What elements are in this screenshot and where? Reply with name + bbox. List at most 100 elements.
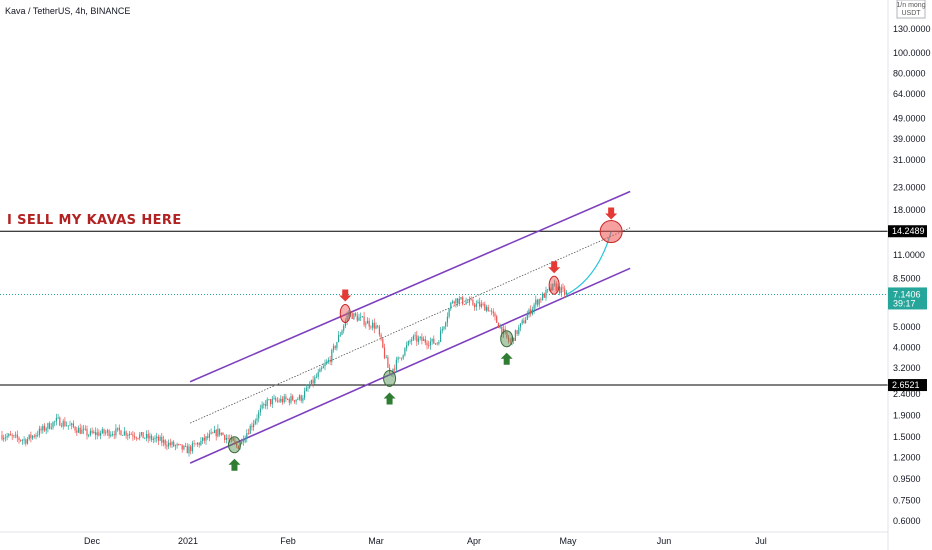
candle-body — [468, 299, 471, 303]
candle-body — [47, 423, 49, 429]
candle-body — [213, 430, 216, 433]
candle-body — [251, 425, 253, 428]
candle-body — [375, 325, 377, 329]
candle-body — [45, 428, 47, 431]
candle-body — [139, 434, 141, 439]
candle-body — [338, 335, 340, 343]
candle-body — [276, 400, 278, 402]
horizontal-levels — [0, 230, 888, 386]
candle-body — [431, 338, 433, 342]
candle-body — [266, 399, 268, 406]
candle-body — [477, 302, 479, 304]
x-tick-label: Mar — [368, 536, 384, 546]
candle-body — [142, 432, 144, 439]
candle-body — [145, 433, 148, 438]
candle-body — [553, 283, 556, 285]
candle-body — [487, 306, 489, 312]
candle-body — [202, 437, 204, 441]
candle-body — [334, 346, 336, 349]
candle-body — [332, 346, 335, 350]
candle-body — [198, 443, 200, 445]
scale-unit-box[interactable]: 1/n mong USDT — [896, 0, 926, 19]
candle-body — [525, 319, 527, 324]
candle-body — [166, 445, 168, 447]
candle-body — [414, 335, 416, 337]
candle-body — [33, 435, 35, 437]
candle-body — [40, 428, 42, 431]
candle-body — [536, 299, 539, 305]
candle-body — [174, 445, 176, 447]
candle-body — [543, 293, 545, 298]
candle-body — [460, 297, 462, 299]
candle-body — [281, 398, 284, 403]
y-tick-label: 1.2000 — [893, 453, 921, 463]
candle-body — [346, 315, 348, 321]
candle-body — [132, 434, 134, 437]
candle-body — [275, 398, 277, 401]
candle-body — [348, 313, 350, 316]
candle-body — [77, 427, 80, 433]
candle-body — [519, 323, 522, 328]
candle-body — [404, 348, 406, 356]
y-tick-label: 1.9000 — [893, 411, 921, 421]
x-tick-label: Feb — [280, 536, 296, 546]
level-badge-label: 2.6521 — [892, 380, 920, 390]
y-tick-label: 49.0000 — [893, 113, 926, 123]
candle-body — [521, 320, 523, 324]
candle-body — [59, 417, 61, 426]
candle-body — [21, 440, 23, 442]
x-tick-label: Apr — [467, 536, 481, 546]
candle-body — [292, 396, 294, 401]
buy-arrow-icon — [228, 458, 241, 471]
candle-body — [383, 347, 386, 358]
candle-body — [378, 326, 380, 335]
candle-body — [287, 399, 289, 400]
candle-body — [123, 431, 125, 436]
candle-body — [465, 302, 467, 305]
candle-body — [508, 337, 510, 342]
candle-body — [358, 317, 360, 321]
y-tick-label: 39.0000 — [893, 134, 926, 144]
candle-body — [479, 302, 481, 307]
y-tick-label: 130.0000 — [893, 24, 931, 34]
candle-body — [4, 437, 6, 439]
candle-body — [280, 398, 282, 402]
price-axis[interactable]: 130.0000 100.0000 80.0000 64.0000 49.0000 39.… — [887, 0, 931, 550]
candle-body — [475, 303, 477, 308]
candle-body — [297, 399, 299, 401]
candle-body — [494, 313, 496, 317]
candle-body — [86, 428, 88, 436]
candle-body — [96, 432, 98, 436]
candle-body — [434, 343, 437, 345]
candle-body — [372, 322, 374, 328]
candle-body — [310, 379, 312, 386]
candle-body — [212, 432, 214, 434]
time-axis[interactable]: Dec 2021 Feb Mar Apr May Jun Jul — [0, 531, 888, 546]
candle-body — [283, 396, 285, 403]
candle-body — [108, 430, 110, 437]
candle-body — [377, 325, 379, 327]
candle-body — [324, 363, 326, 367]
buy-zone-circle — [227, 436, 241, 454]
y-tick-label: 11.0000 — [893, 250, 925, 260]
candle-body — [355, 313, 357, 316]
candle-body — [217, 428, 219, 437]
candle-body — [66, 425, 68, 427]
candle-body — [531, 309, 533, 314]
candle-body — [385, 357, 387, 359]
y-tick-label: 1.5000 — [893, 432, 921, 442]
candle-body — [140, 432, 142, 435]
candle-body — [373, 322, 375, 329]
y-tick-label: 100.0000 — [893, 48, 931, 58]
level-badge-label: 14.2489 — [892, 226, 925, 236]
candle-body — [501, 326, 503, 335]
candle-body — [339, 334, 341, 336]
candle-body — [293, 400, 295, 402]
candle-body — [412, 336, 414, 340]
candle-body — [185, 445, 187, 447]
candle-body — [159, 436, 161, 441]
candle-body — [305, 387, 307, 392]
candle-body — [42, 425, 44, 431]
y-tick-label: 0.6000 — [893, 516, 921, 526]
